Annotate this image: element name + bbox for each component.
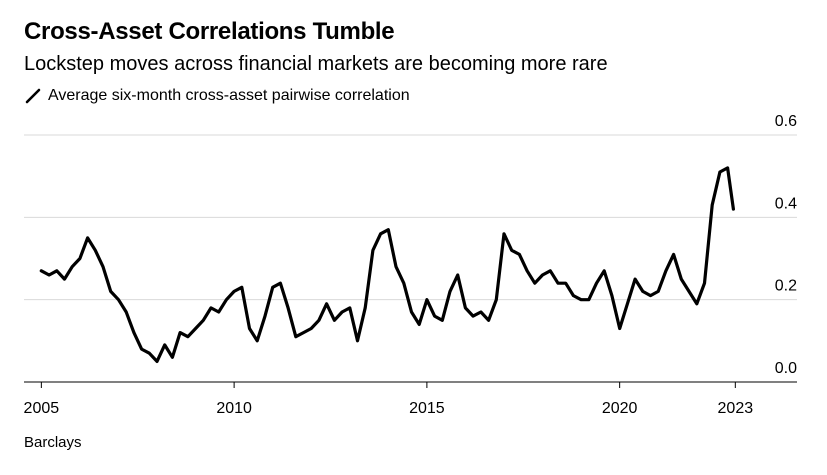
x-tick-label-2005: 2005 [24, 400, 60, 417]
y-tick-label-0.6: 0.6 [775, 113, 797, 130]
y-tick-label-0.2: 0.2 [775, 278, 797, 295]
y-tick-label-0.4: 0.4 [775, 195, 797, 212]
series-line-0 [39, 166, 736, 363]
legend-line-icon [25, 88, 41, 104]
legend: Average six-month cross-asset pairwise c… [24, 87, 410, 105]
x-tick-label-2015: 2015 [409, 400, 445, 417]
x-tick-label-2020: 2020 [602, 400, 638, 417]
x-tick-label-2010: 2010 [216, 400, 252, 417]
chart-title: Cross-Asset Correlations Tumble [24, 18, 395, 45]
legend-label: Average six-month cross-asset pairwise c… [48, 87, 410, 104]
x-tick-label-2023: 2023 [718, 400, 754, 417]
source-label: Barclays [24, 434, 82, 451]
y-tick-label-0.0: 0.0 [775, 360, 797, 377]
chart-subtitle: Lockstep moves across financial markets … [24, 53, 608, 75]
